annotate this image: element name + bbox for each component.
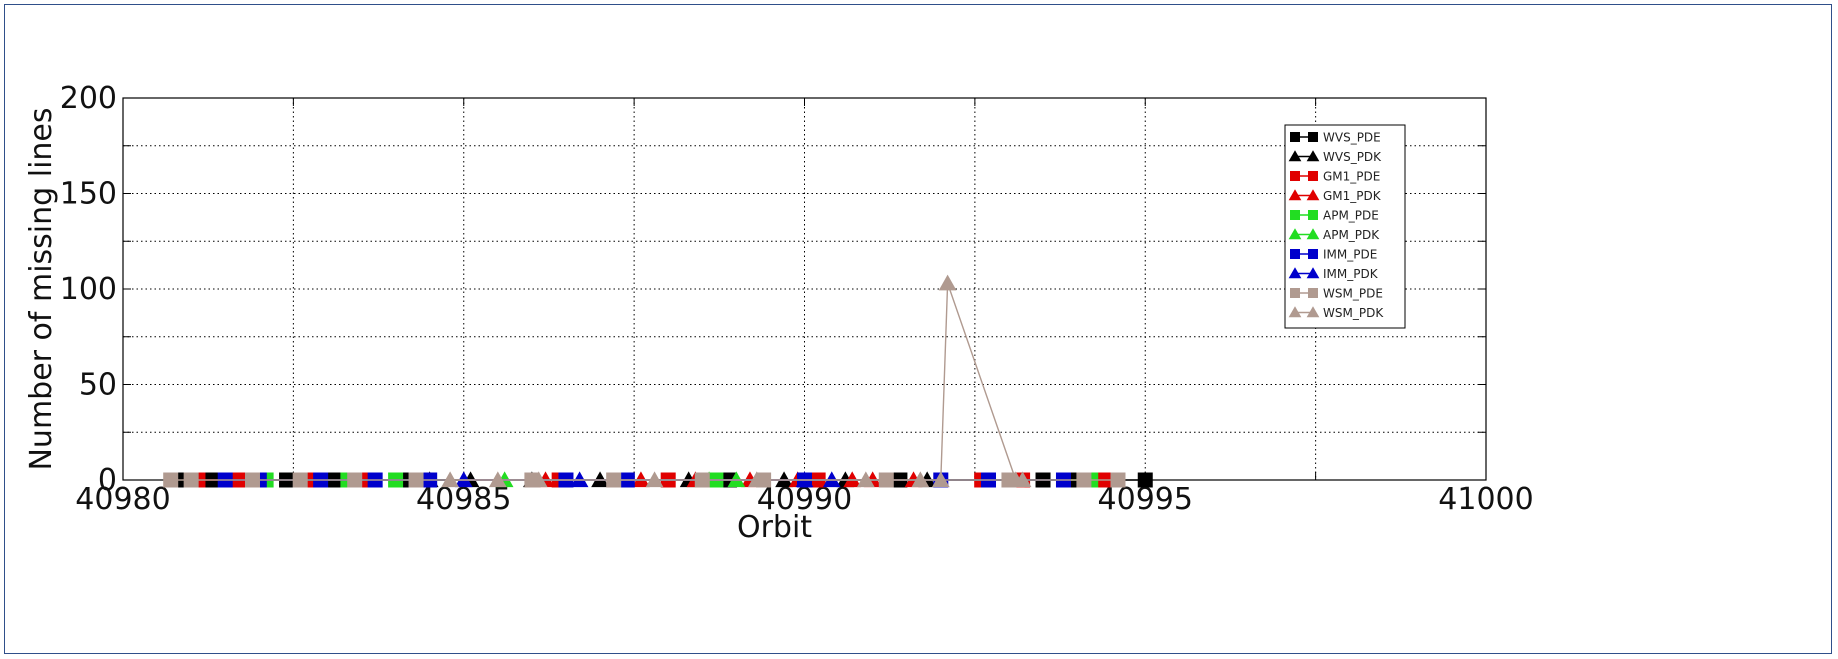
legend-label: APM_PDK	[1323, 228, 1380, 242]
data-point	[645, 471, 664, 488]
legend-marker	[1288, 306, 1302, 318]
data-point	[911, 471, 930, 488]
legend-marker	[1290, 288, 1300, 298]
legend-marker	[1306, 189, 1320, 201]
chart-frame: 40980 40985 40990 40995 41000 0 50 100 150 200 Orb…	[4, 4, 1832, 654]
data-point	[747, 471, 766, 488]
y-tick-label: 100	[60, 272, 117, 307]
chart-svg: 40980 40985 40990 40995 41000 0 50 100 150 200 Orb…	[24, 81, 1534, 545]
legend-marker	[1288, 267, 1302, 279]
x-tick-label: 40980	[75, 482, 170, 517]
data-point	[347, 472, 363, 488]
legend-label: WVS_PDK	[1323, 150, 1382, 164]
legend-marker	[1306, 267, 1320, 279]
legend-label: GM1_PDK	[1323, 189, 1382, 203]
data-point	[938, 274, 957, 291]
legend-marker	[1308, 171, 1318, 181]
legend-label: WSM_PDE	[1323, 287, 1383, 301]
legend-label: WVS_PDE	[1323, 131, 1381, 145]
legend: WVS_PDE WVS_PDK GM1_PDE GM1_PDK APM_PDE APM_P…	[1284, 124, 1406, 329]
data-point	[244, 472, 260, 488]
legend-box	[1284, 124, 1406, 329]
x-tick-label: 40985	[416, 482, 511, 517]
legend-label: APM_PDE	[1323, 209, 1379, 223]
y-tick-label: 50	[79, 368, 117, 403]
legend-label: IMM_PDK	[1323, 267, 1379, 281]
data-point	[488, 471, 507, 488]
legend-marker	[1288, 228, 1302, 240]
series-wsm-pdk	[441, 274, 1032, 488]
x-tick-label: 41000	[1438, 482, 1533, 517]
y-axis-label: Number of missing lines	[24, 107, 59, 470]
legend-marker	[1308, 210, 1318, 220]
data-point	[1110, 472, 1126, 488]
y-tick-label: 200	[60, 81, 117, 116]
legend-marker	[1288, 189, 1302, 201]
legend-marker	[1290, 171, 1300, 181]
data-point	[1137, 472, 1153, 488]
x-tick-label: 40990	[757, 482, 852, 517]
legend-marker	[1290, 210, 1300, 220]
y-tick-label: 150	[60, 177, 117, 212]
legend-marker	[1308, 132, 1318, 142]
data-point	[1076, 472, 1092, 488]
data-point	[1013, 471, 1032, 488]
x-axis-label: Orbit	[737, 510, 812, 545]
y-tick-label: 0	[98, 463, 117, 498]
legend-marker	[1306, 228, 1320, 240]
data-point	[856, 471, 875, 488]
data-point	[441, 471, 459, 488]
legend-marker	[1308, 249, 1318, 259]
legend-marker	[1308, 288, 1318, 298]
data-point	[292, 472, 308, 488]
data-point	[183, 472, 199, 488]
legend-marker	[1306, 306, 1320, 318]
data-point	[529, 471, 548, 488]
legend-marker	[1290, 132, 1300, 142]
data-point	[931, 471, 950, 488]
legend-marker	[1288, 150, 1302, 162]
legend-label: IMM_PDE	[1323, 248, 1377, 262]
legend-marker	[1306, 150, 1320, 162]
legend-label: GM1_PDE	[1323, 170, 1380, 184]
x-tick-label: 40995	[1098, 482, 1193, 517]
data-point	[408, 472, 424, 488]
legend-marker	[1290, 249, 1300, 259]
data-point	[163, 472, 179, 488]
legend-label: WSM_PDK	[1323, 306, 1384, 320]
